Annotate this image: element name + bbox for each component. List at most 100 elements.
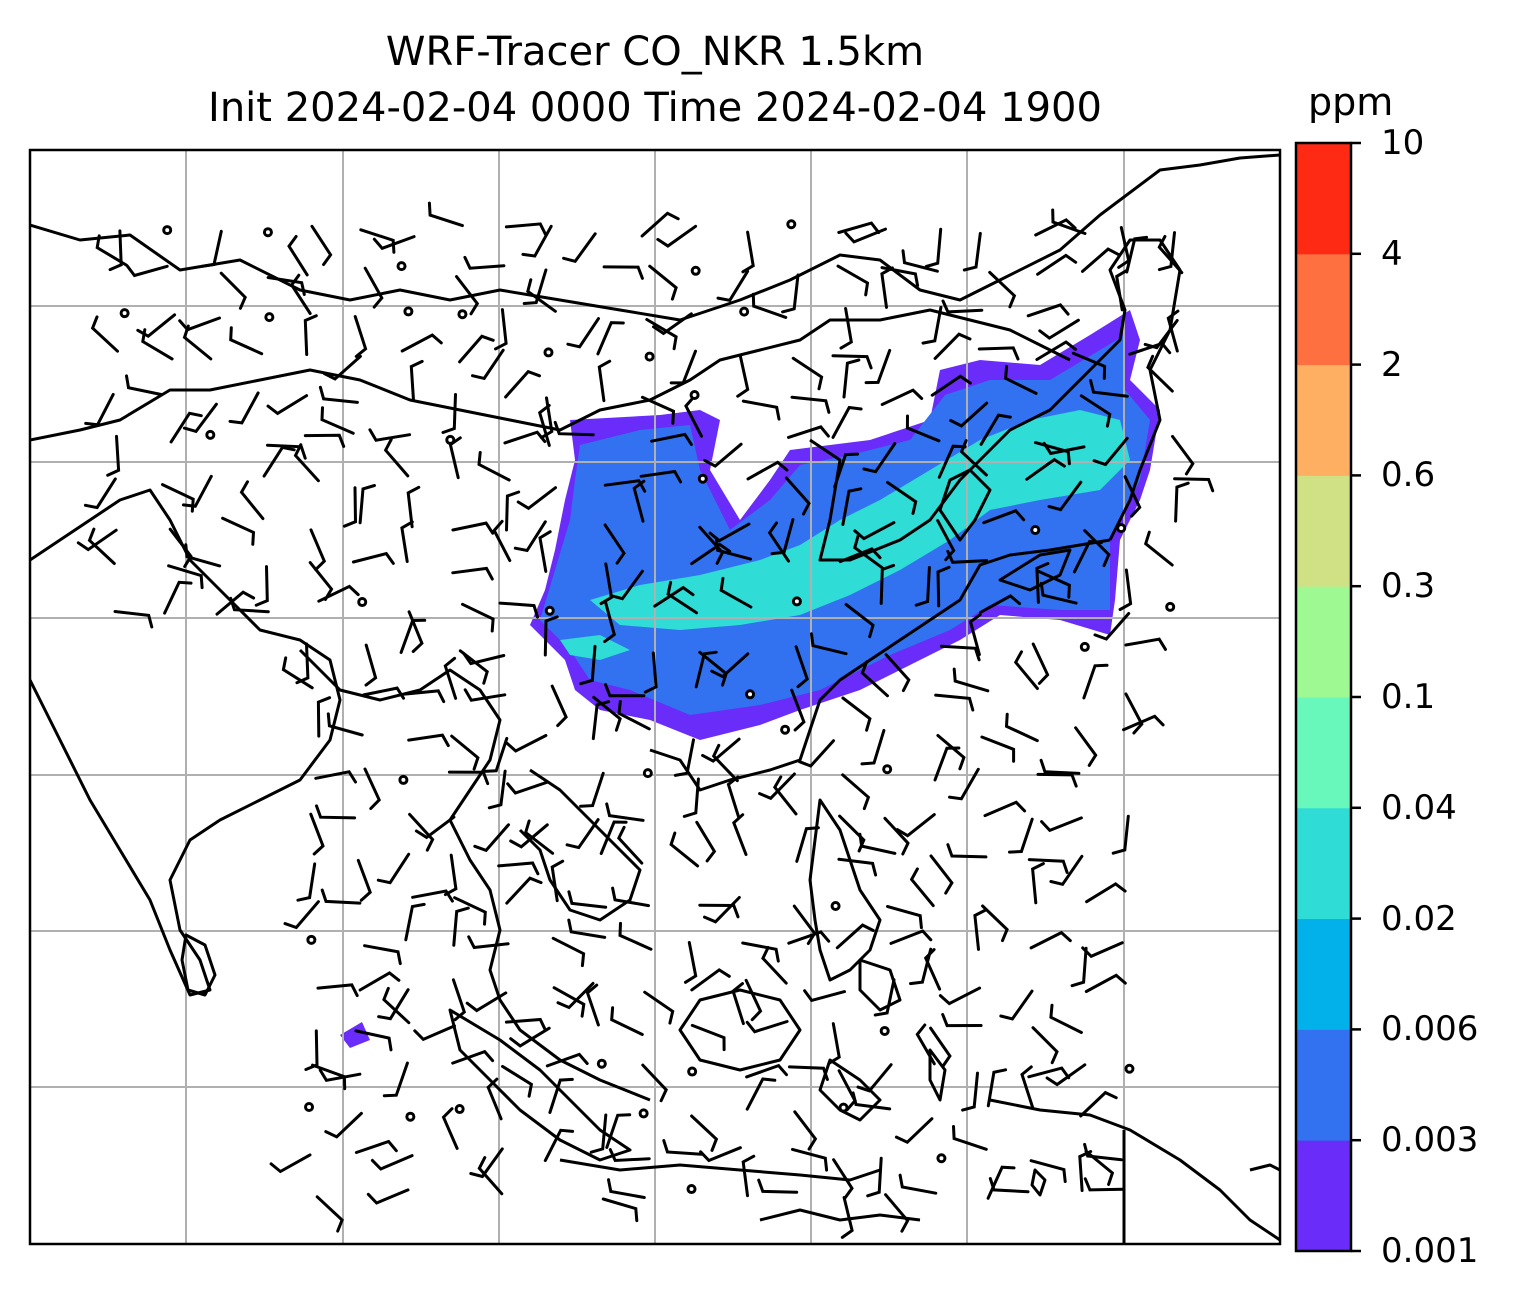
wind-barb bbox=[602, 265, 644, 280]
wind-barb bbox=[494, 308, 508, 351]
wind-barb bbox=[862, 442, 897, 474]
calm-marker bbox=[304, 1102, 315, 1113]
wind-barb bbox=[949, 401, 989, 428]
colorbar-segment bbox=[1296, 475, 1351, 587]
wind-barb bbox=[682, 777, 700, 818]
wind-barb bbox=[617, 825, 644, 865]
wind-barb bbox=[538, 530, 552, 573]
chart-title-line2: Init 2024-02-04 0000 Time 2024-02-04 190… bbox=[208, 85, 1102, 131]
wind-barb bbox=[372, 235, 416, 251]
wind-barb bbox=[585, 983, 600, 1027]
wind-barb bbox=[427, 201, 464, 228]
wind-barb bbox=[1081, 941, 1124, 959]
wind-barb bbox=[309, 528, 327, 572]
wind-barb bbox=[565, 818, 600, 850]
wind-barb bbox=[601, 1197, 639, 1223]
wind-barb bbox=[1123, 475, 1142, 518]
calm-marker bbox=[262, 227, 273, 238]
wind-barb bbox=[509, 1026, 551, 1048]
wind-barb bbox=[842, 358, 861, 399]
wind-barb bbox=[90, 315, 119, 353]
wind-barb bbox=[409, 359, 424, 402]
calm-marker bbox=[357, 597, 368, 608]
wind-barb bbox=[1031, 1026, 1059, 1065]
wind-barb bbox=[1034, 218, 1077, 237]
calm-marker bbox=[543, 347, 554, 358]
wind-barb bbox=[458, 334, 495, 364]
wind-barb bbox=[758, 772, 796, 801]
wind-barb bbox=[761, 946, 788, 985]
wind-barb bbox=[1031, 862, 1045, 905]
wind-barb bbox=[215, 590, 256, 616]
wind-barb bbox=[746, 460, 789, 481]
calm-marker bbox=[697, 473, 708, 484]
wind-barb bbox=[295, 642, 310, 685]
wind-barb bbox=[609, 569, 644, 601]
wind-barb bbox=[486, 1077, 503, 1121]
wind-barb bbox=[314, 770, 357, 784]
wind-barb bbox=[266, 276, 306, 296]
wind-barb bbox=[710, 652, 750, 679]
wind-barb bbox=[200, 229, 223, 268]
wind-barb bbox=[363, 944, 402, 966]
wind-barb bbox=[914, 566, 931, 607]
wind-barb bbox=[443, 853, 458, 897]
wind-barb bbox=[781, 273, 800, 314]
wind-barb bbox=[1027, 1066, 1071, 1080]
wind-barb bbox=[999, 989, 1034, 1021]
wind-barb bbox=[453, 896, 487, 926]
wind-barb bbox=[406, 485, 421, 529]
calm-marker bbox=[791, 596, 802, 607]
wind-barb bbox=[1084, 1149, 1115, 1186]
wind-barb bbox=[772, 775, 798, 816]
wind-barb bbox=[921, 305, 943, 345]
wind-barb bbox=[632, 479, 646, 523]
wind-barb bbox=[359, 228, 396, 254]
wind-barb bbox=[283, 900, 320, 930]
calm-marker bbox=[1116, 523, 1127, 534]
wind-barb bbox=[726, 775, 741, 819]
wind-barb bbox=[650, 432, 693, 446]
wind-barb bbox=[741, 941, 780, 963]
wind-barb bbox=[640, 395, 676, 425]
wind-barb bbox=[1036, 253, 1078, 276]
colorbar-tick-label: 0.02 bbox=[1381, 898, 1457, 939]
wind-barb bbox=[315, 804, 357, 820]
colorbar-unit-label: ppm bbox=[1308, 80, 1394, 124]
wind-barb bbox=[477, 451, 511, 482]
wind-barb bbox=[467, 935, 510, 950]
wind-barb bbox=[839, 307, 853, 350]
wind-barb bbox=[611, 886, 650, 908]
wind-barb bbox=[982, 509, 1026, 525]
wind-barb bbox=[946, 549, 989, 564]
wind-barb bbox=[605, 1113, 632, 1149]
wind-barb bbox=[841, 696, 872, 732]
wind-barb bbox=[400, 333, 443, 353]
wind-barb bbox=[937, 444, 967, 479]
wind-barb bbox=[184, 543, 222, 568]
wind-barb bbox=[1029, 930, 1072, 950]
wind-barb bbox=[1040, 816, 1083, 833]
wind-barb bbox=[455, 275, 480, 316]
wind-barb bbox=[463, 688, 507, 702]
wind-barb bbox=[281, 656, 314, 690]
wind-barb bbox=[977, 346, 1020, 361]
wind-barb bbox=[76, 528, 118, 552]
wind-barb bbox=[316, 983, 359, 998]
colorbar-tick-label: 0.04 bbox=[1381, 787, 1457, 828]
wind-barb bbox=[979, 413, 1012, 446]
wind-barb bbox=[901, 249, 939, 273]
wind-barb bbox=[643, 651, 658, 694]
wind-barb bbox=[669, 831, 700, 868]
wind-barb bbox=[936, 734, 966, 771]
wind-barb bbox=[1115, 268, 1129, 312]
colorbar-segment bbox=[1296, 143, 1351, 255]
wind-barb bbox=[403, 689, 446, 704]
wind-barb bbox=[353, 315, 368, 358]
wind-barb bbox=[556, 981, 595, 1010]
wind-barb bbox=[1026, 303, 1070, 318]
wind-barb bbox=[293, 443, 320, 483]
wind-barbs bbox=[76, 201, 1215, 1239]
wind-barb bbox=[461, 602, 495, 633]
wind-barb bbox=[501, 1064, 534, 1098]
